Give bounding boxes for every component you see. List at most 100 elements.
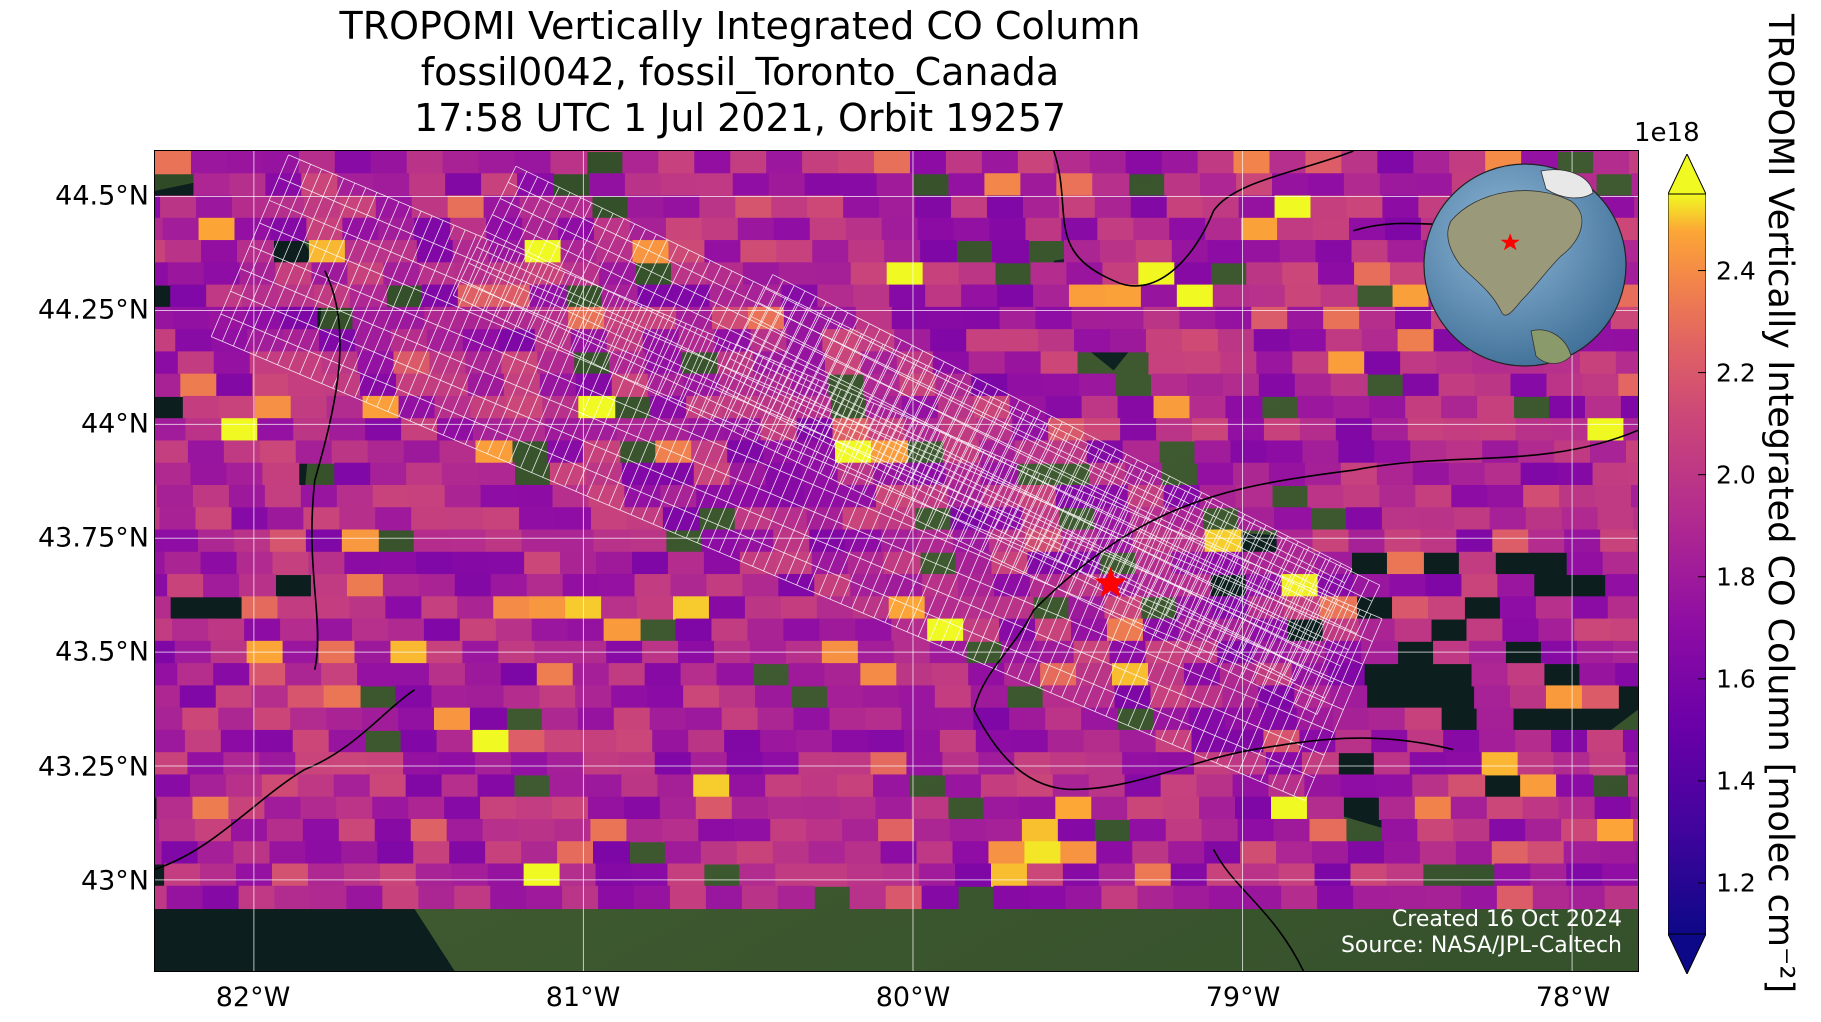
co-pixel [155, 574, 169, 598]
co-pixel [1016, 774, 1054, 798]
co-pixel [347, 262, 385, 286]
co-pixel [758, 395, 796, 420]
co-pixel [1476, 707, 1514, 731]
co-pixel [1174, 262, 1212, 286]
co-pixel [1024, 841, 1062, 865]
co-pixel [269, 841, 307, 865]
co-pixel [1333, 395, 1371, 420]
co-pixel [1335, 729, 1373, 754]
co-pixel [262, 462, 300, 486]
co-pixel [1627, 774, 1638, 798]
co-pixel [203, 574, 241, 598]
co-pixel [1348, 529, 1386, 553]
co-pixel [1307, 173, 1345, 197]
co-pixel [1527, 841, 1565, 865]
co-pixel [968, 663, 1006, 687]
co-pixel [1631, 173, 1638, 197]
co-pixel [1388, 885, 1426, 910]
co-pixel [488, 240, 526, 264]
swath-along-line [230, 290, 1325, 756]
co-pixel [844, 841, 882, 865]
co-pixel [421, 596, 459, 620]
co-pixel [447, 195, 485, 219]
co-pixel [1179, 306, 1217, 331]
co-pixel [488, 551, 526, 576]
co-pixel [849, 885, 887, 910]
co-pixel [1373, 752, 1411, 776]
co-pixel [1386, 551, 1424, 576]
co-pixel [778, 262, 816, 286]
co-pixel [416, 551, 454, 576]
co-pixel [675, 618, 713, 642]
co-pixel [952, 841, 990, 865]
co-pixel [155, 151, 192, 175]
co-pixel [876, 173, 914, 197]
co-pixel [370, 151, 408, 175]
co-pixel [1559, 484, 1597, 509]
co-pixel [1341, 151, 1379, 175]
co-pixel [1317, 885, 1355, 910]
co-pixel [155, 752, 189, 776]
co-pixel [663, 195, 701, 219]
co-pixel [302, 818, 340, 843]
co-pixel [1556, 774, 1594, 798]
co-pixel [1120, 418, 1158, 442]
co-pixel-layer [155, 151, 1638, 910]
co-pixel [709, 284, 747, 308]
co-pixel [1484, 462, 1522, 486]
co-pixel [647, 685, 685, 709]
co-pixel [898, 685, 936, 709]
co-pixel [1343, 484, 1381, 509]
co-pixel [1268, 774, 1306, 798]
co-pixel [608, 663, 646, 687]
co-pixel [1238, 195, 1276, 219]
co-pixel [1400, 351, 1438, 375]
co-pixel [698, 818, 736, 843]
co-pixel [1246, 262, 1284, 286]
lat-tick-label: 44.25°N [38, 294, 149, 326]
co-pixel [467, 373, 505, 397]
co-pixel [819, 618, 857, 642]
co-pixel [333, 774, 371, 798]
co-pixel [300, 484, 338, 509]
co-pixel [413, 841, 451, 865]
co-pixel [321, 663, 359, 687]
co-pixel [1125, 151, 1163, 175]
co-pixel [159, 818, 196, 843]
co-pixel [701, 529, 739, 553]
co-pixel [755, 685, 792, 709]
co-pixel [239, 574, 277, 598]
swath-along-line [744, 330, 1324, 626]
co-pixel [555, 507, 592, 531]
co-pixel [516, 796, 553, 820]
co-pixel [1369, 395, 1407, 420]
co-pixel [934, 685, 972, 709]
co-pixel [1538, 618, 1576, 642]
globe-greenland [1540, 169, 1594, 199]
co-pixel [411, 507, 449, 531]
co-pixel [688, 729, 726, 754]
co-pixel [755, 373, 793, 397]
co-pixel [1618, 373, 1638, 397]
co-pixel [1119, 729, 1157, 754]
co-pixel [172, 618, 210, 642]
co-pixel [331, 440, 369, 464]
co-pixel [1106, 618, 1144, 642]
co-pixel [1335, 418, 1373, 442]
co-pixel [192, 484, 230, 509]
co-pixel [239, 262, 277, 286]
co-pixel [945, 151, 983, 175]
co-pixel [164, 863, 202, 887]
co-pixel [534, 329, 572, 353]
co-pixel [1551, 729, 1588, 754]
co-pixel [817, 284, 855, 308]
co-pixel [711, 306, 749, 331]
co-pixel [1482, 440, 1520, 464]
co-pixel [1274, 507, 1312, 531]
co-pixel [185, 418, 223, 442]
co-pixel [234, 217, 272, 242]
co-pixel [771, 195, 809, 219]
co-pixel [155, 306, 174, 331]
co-pixel [670, 262, 708, 286]
co-pixel [165, 240, 203, 264]
